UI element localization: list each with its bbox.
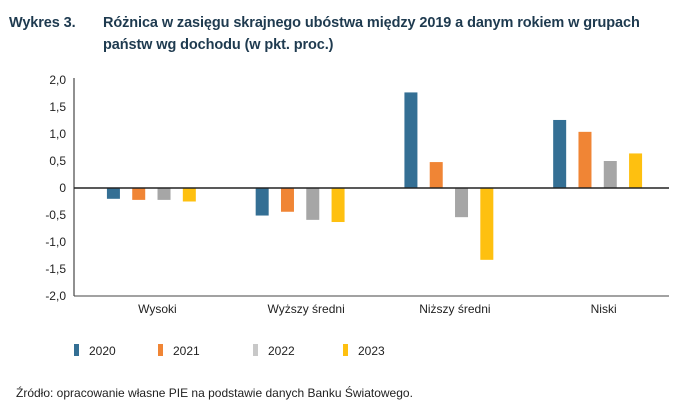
bar-2021-2 [429,162,443,188]
legend: 2020 2021 2022 2023 [74,344,385,358]
bar-2023-2 [480,188,494,260]
y-tick-label: 2,0 [49,73,66,87]
y-tick-label: -0,5 [45,208,66,222]
chart-title: Wykres 3. Różnica w zasięgu skrajnego ubó… [9,12,689,56]
y-tick-label: 0,5 [49,154,66,168]
legend-marker-2020 [74,344,79,356]
bar-2021-3 [578,131,592,188]
bar-2020-0 [106,188,120,199]
bar-2023-3 [629,153,643,188]
y-tick-label: -1,5 [45,262,66,276]
legend-label-2021: 2021 [173,344,200,358]
bar-2022-1 [306,188,320,220]
x-category-label: Wyższy średni [268,302,345,316]
legend-label-2020: 2020 [89,344,116,358]
bar-2021-0 [132,188,146,200]
legend-marker-2021 [158,344,163,356]
legend-marker-2022 [253,344,258,356]
y-axis-ticks: 2,0 1,5 1,0 0,5 0 -0,5 -1,0 -1,5 -2,0 [45,73,66,303]
x-category-label: Niższy średni [419,302,490,316]
title-line-2: państw wg dochodu (w pkt. proc.) [103,37,334,53]
bar-2020-1 [255,188,269,216]
y-tick-label: 1,5 [49,100,66,114]
bar-2020-3 [553,119,567,188]
source-note: Źródło: opracowanie własne PIE na podsta… [16,386,413,400]
y-tick-label: 0 [59,181,66,195]
bar-2021-1 [280,188,294,212]
y-tick-label: 1,0 [49,127,66,141]
title-line-1: Różnica w zasięgu skrajnego ubóstwa międ… [103,15,640,31]
bar-2022-0 [157,188,171,200]
legend-label-2023: 2023 [358,344,385,358]
bar-2023-0 [182,188,196,202]
figure-number: Wykres 3. [9,15,76,31]
x-axis-categories: Wysoki Wyższy średni Niższy średni Niski [138,302,617,316]
legend-label-2022: 2022 [268,344,295,358]
y-tick-label: -2,0 [45,289,66,303]
bar-2022-2 [455,188,469,218]
y-tick-label: -1,0 [45,235,66,249]
bar-2020-2 [404,92,418,188]
x-category-label: Wysoki [138,302,177,316]
bars [106,92,643,260]
x-category-label: Niski [591,302,617,316]
bar-2023-1 [331,188,345,223]
axes [73,78,669,297]
bar-2022-3 [603,161,617,188]
legend-marker-2023 [343,344,348,356]
